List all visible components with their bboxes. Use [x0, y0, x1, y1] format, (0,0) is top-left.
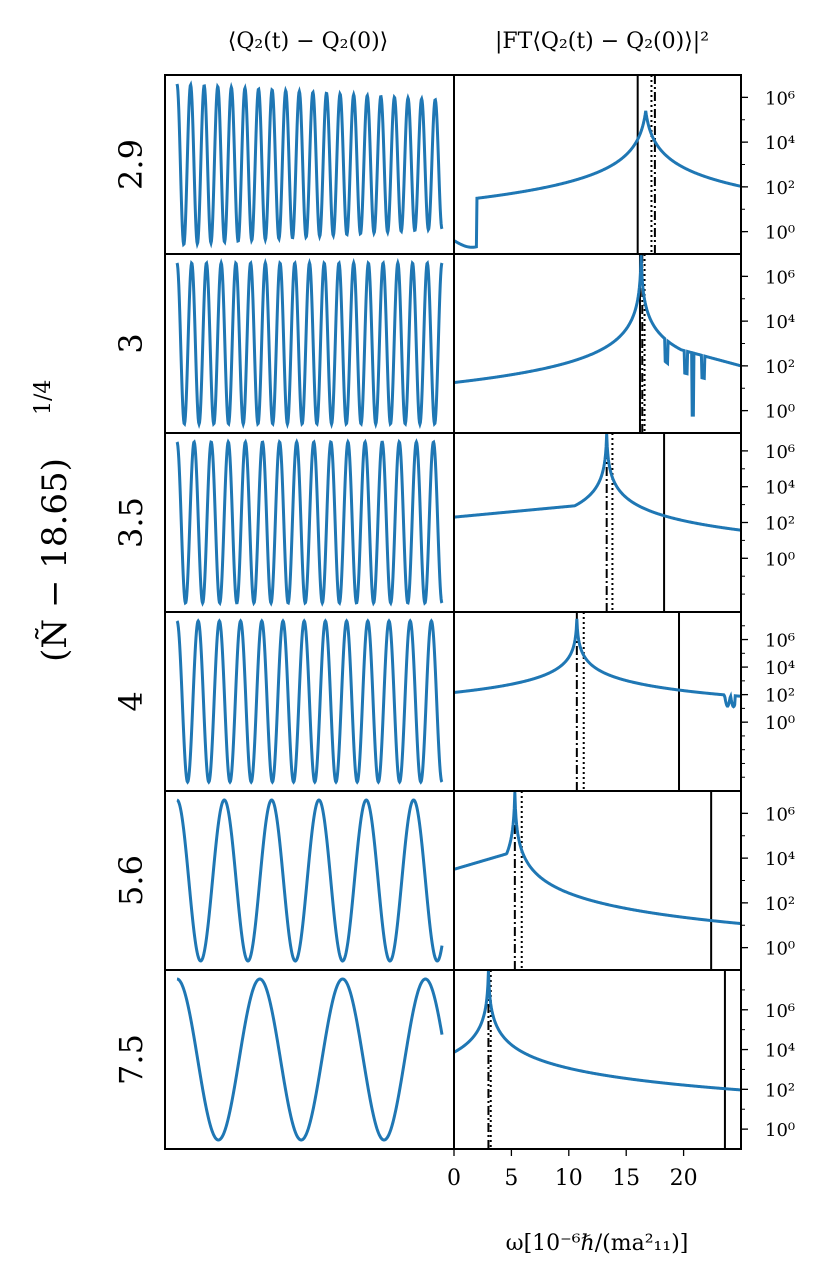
x-tick-label-2: 10 — [555, 1166, 583, 1191]
right-panel-frame-0 — [453, 74, 742, 255]
oscillation-line-0 — [175, 80, 444, 250]
y-tick-label-5-3: 10⁶ — [765, 1001, 795, 1022]
oscillation-line-3 — [175, 618, 444, 785]
panels: 2.9 10⁰ 10² 10⁴ 10⁶ 3 10⁰ 10² 10⁴ 10⁶ 3.5 10⁰ 10² 10⁴… — [112, 74, 795, 1191]
row-label-3: 4 — [112, 691, 150, 711]
right-column-title: |FT⟨Q₂(t) − Q₂(0)⟩|² — [495, 29, 709, 54]
x-tick-label-0: 0 — [447, 1166, 461, 1191]
x-tick-label-4: 20 — [670, 1166, 698, 1191]
panel-row-1: 3 10⁰ 10² 10⁴ 10⁶ — [112, 253, 795, 434]
x-tick-label-3: 15 — [612, 1166, 640, 1191]
y-tick-label-5-0: 10⁰ — [765, 1120, 795, 1141]
oscillation-line-4 — [176, 798, 444, 963]
row-label-5: 7.5 — [112, 1034, 150, 1085]
row-label-4: 5.6 — [112, 855, 150, 906]
panel-row-4: 5.6 10⁰ 10² 10⁴ 10⁶ — [112, 790, 795, 971]
y-tick-label-3-2: 10⁴ — [765, 658, 795, 679]
y-tick-label-5-2: 10⁴ — [765, 1041, 795, 1062]
panel-row-0: 2.9 10⁰ 10² 10⁴ 10⁶ — [112, 74, 795, 255]
spectrum-line-4 — [453, 792, 742, 926]
panel-row-3: 4 10⁰ 10² 10⁴ 10⁶ — [112, 611, 795, 792]
y-tick-label-0-3: 10⁶ — [765, 88, 795, 109]
oscillation-line-2 — [175, 438, 444, 607]
spectrum-line-0 — [453, 110, 742, 249]
oscillation-line-1 — [175, 257, 444, 430]
row-label-2: 3.5 — [112, 497, 150, 548]
right-panel-frame-3 — [453, 611, 742, 792]
y-tick-label-4-2: 10⁴ — [765, 849, 795, 870]
y-tick-label-1-0: 10⁰ — [765, 402, 795, 423]
y-tick-label-0-1: 10² — [765, 178, 795, 199]
y-tick-label-1-3: 10⁶ — [765, 267, 795, 288]
y-tick-label-2-1: 10² — [765, 514, 795, 535]
y-axis-label: (Ñ − 18.65) — [34, 458, 75, 662]
spectrum-line-2 — [453, 433, 742, 532]
y-tick-label-0-2: 10⁴ — [765, 133, 795, 154]
y-tick-label-0-0: 10⁰ — [765, 223, 795, 244]
y-tick-label-1-1: 10² — [765, 357, 795, 378]
right-panel-frame-4 — [453, 790, 742, 971]
y-tick-label-3-0: 10⁰ — [765, 713, 795, 734]
y-tick-label-4-3: 10⁶ — [765, 804, 795, 825]
y-tick-label-2-0: 10⁰ — [765, 549, 795, 570]
y-tick-label-4-1: 10² — [765, 894, 795, 915]
spectrum-line-1 — [453, 255, 742, 417]
left-panel-frame-4 — [164, 790, 455, 971]
y-axis-label-group: (Ñ − 18.65) 1/4 — [31, 380, 75, 662]
x-axis-label: ω[10⁻⁶ℏ/(ma²₁₁)] — [506, 1231, 689, 1256]
y-tick-label-3-3: 10⁶ — [765, 631, 795, 652]
right-panel-frame-1 — [453, 253, 742, 434]
spectrum-line-5 — [453, 970, 742, 1092]
row-label-0: 2.9 — [112, 139, 150, 190]
row-label-1: 3 — [112, 333, 150, 353]
left-column-title: ⟨Q₂(t) − Q₂(0)⟩ — [228, 29, 388, 54]
y-tick-label-2-2: 10⁴ — [765, 478, 795, 499]
y-tick-label-5-1: 10² — [765, 1080, 795, 1101]
y-tick-label-2-3: 10⁶ — [765, 442, 795, 463]
y-tick-label-1-2: 10⁴ — [765, 312, 795, 333]
spectrum-line-3 — [453, 618, 742, 709]
y-tick-label-4-0: 10⁰ — [765, 939, 795, 960]
x-tick-label-1: 5 — [504, 1166, 518, 1191]
oscillation-line-5 — [176, 977, 444, 1142]
y-tick-label-3-1: 10² — [765, 686, 795, 707]
panel-row-5: 7.5 10⁰ 10² 10⁴ 10⁶ — [112, 969, 795, 1150]
right-panel-frame-5 — [453, 969, 742, 1150]
panel-row-2: 3.5 10⁰ 10² 10⁴ 10⁶ — [112, 432, 795, 613]
y-axis-label-exponent: 1/4 — [31, 380, 56, 415]
